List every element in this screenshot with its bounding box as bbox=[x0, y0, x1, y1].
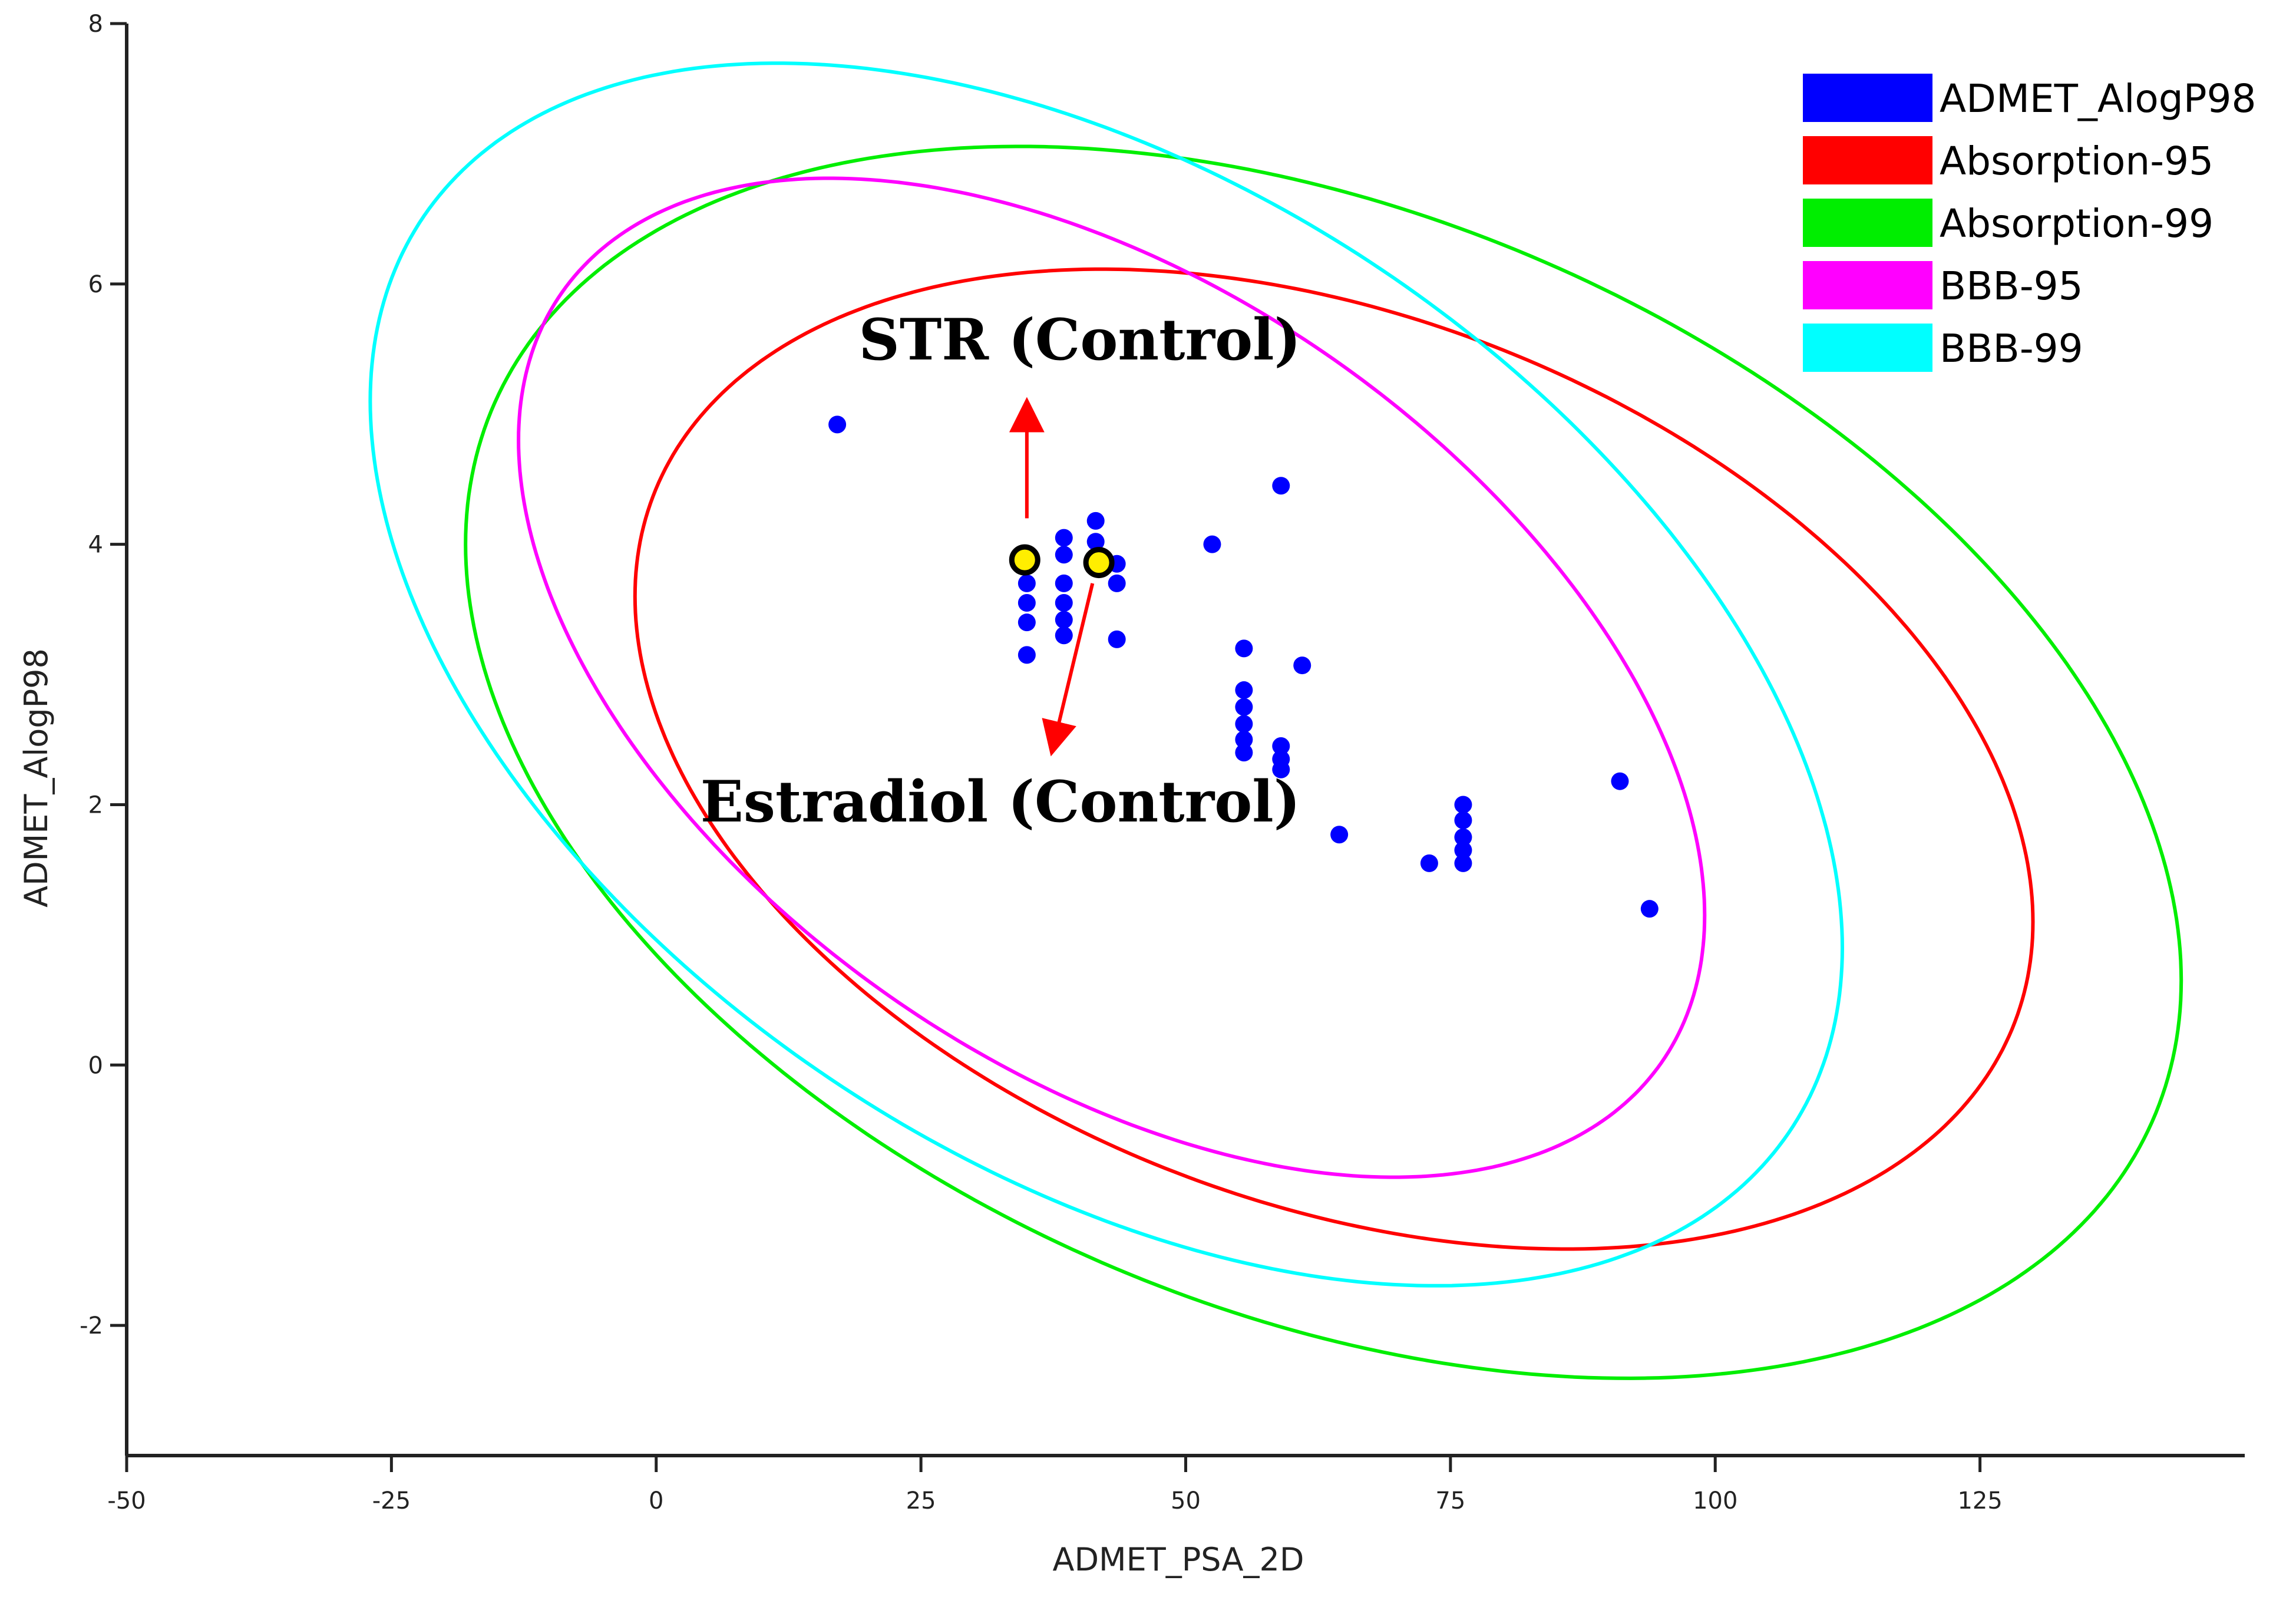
legend-label: ADMET_AlogP98 bbox=[1940, 76, 2256, 121]
data-point bbox=[1055, 611, 1073, 629]
data-point bbox=[1293, 656, 1311, 675]
data-point bbox=[1454, 828, 1472, 846]
ellipse-bbb-95 bbox=[517, 176, 1707, 1179]
data-point bbox=[1640, 900, 1659, 918]
legend-swatch bbox=[1803, 261, 1932, 309]
control-point bbox=[1009, 544, 1040, 576]
data-point bbox=[1272, 477, 1290, 495]
x-tick-label: 100 bbox=[1693, 1487, 1737, 1514]
data-point bbox=[1017, 574, 1036, 592]
data-point bbox=[1086, 512, 1105, 530]
x-tick-label: -50 bbox=[107, 1487, 146, 1514]
y-axis-title: ADMET_AlogP98 bbox=[18, 648, 55, 908]
data-point bbox=[1235, 698, 1253, 716]
data-point bbox=[1272, 760, 1290, 778]
x-tick-label: 25 bbox=[906, 1487, 936, 1514]
data-point bbox=[1017, 594, 1036, 612]
data-point bbox=[1235, 715, 1253, 733]
data-points bbox=[828, 415, 1659, 918]
data-point bbox=[1454, 841, 1472, 859]
annotation-label: STR (Control) bbox=[859, 306, 1301, 373]
data-point bbox=[1330, 826, 1349, 844]
legend-label: Absorption-95 bbox=[1940, 138, 2214, 184]
ellipse-bbb-99 bbox=[368, 61, 1845, 1288]
data-point bbox=[1235, 681, 1253, 699]
x-tick-label: 0 bbox=[649, 1487, 663, 1514]
data-point bbox=[1017, 646, 1036, 664]
legend-swatch bbox=[1803, 199, 1932, 247]
x-tick-label: 125 bbox=[1957, 1487, 2002, 1514]
annotation-arrow bbox=[1042, 583, 1095, 757]
data-point bbox=[1108, 574, 1126, 592]
data-point bbox=[1108, 630, 1126, 648]
data-point bbox=[1055, 594, 1073, 612]
x-tick-label: 75 bbox=[1435, 1487, 1465, 1514]
data-point bbox=[1017, 613, 1036, 632]
legend-label: Absorption-99 bbox=[1940, 201, 2214, 246]
legend: ADMET_AlogP98 Absorption-95 Absorption-99 B… bbox=[1803, 74, 2256, 372]
data-point bbox=[1272, 737, 1290, 755]
y-tick-label: -2 bbox=[80, 1312, 103, 1339]
control-points bbox=[1009, 544, 1115, 579]
ellipse-absorption-99 bbox=[464, 144, 2183, 1380]
y-axis-ticks: -2 0 2 4 6 8 bbox=[80, 11, 127, 1339]
annotations: STR (Control) Estradiol (Control) bbox=[701, 306, 1301, 835]
y-tick-label: 2 bbox=[88, 791, 103, 819]
annotation-label: Estradiol (Control) bbox=[701, 768, 1300, 835]
data-point bbox=[1086, 533, 1105, 551]
data-point bbox=[828, 415, 847, 434]
ellipse-absorption-95 bbox=[633, 267, 2035, 1251]
legend-swatch bbox=[1803, 136, 1932, 184]
data-point bbox=[1420, 854, 1438, 872]
legend-label: BBB-99 bbox=[1940, 326, 2083, 371]
data-point bbox=[1454, 796, 1472, 814]
x-tick-label: 50 bbox=[1171, 1487, 1201, 1514]
y-tick-label: 8 bbox=[88, 11, 103, 38]
data-point bbox=[1611, 772, 1629, 790]
y-tick-label: 6 bbox=[88, 271, 103, 298]
x-tick-label: -25 bbox=[372, 1487, 411, 1514]
data-point bbox=[1055, 626, 1073, 645]
data-point bbox=[1055, 546, 1073, 564]
legend-swatch bbox=[1803, 324, 1932, 372]
legend-swatch bbox=[1803, 74, 1932, 122]
data-point bbox=[1203, 535, 1221, 553]
data-point bbox=[1235, 639, 1253, 658]
legend-label: BBB-95 bbox=[1940, 263, 2083, 309]
data-point bbox=[1235, 744, 1253, 762]
y-tick-label: 4 bbox=[88, 532, 103, 559]
x-axis-title: ADMET_PSA_2D bbox=[1053, 1541, 1304, 1578]
data-point bbox=[1055, 574, 1073, 592]
data-point bbox=[1454, 854, 1472, 872]
control-point bbox=[1083, 547, 1115, 579]
data-point bbox=[1454, 811, 1472, 829]
x-axis-ticks: -50 -25 0 25 50 75 100 125 bbox=[107, 1456, 2003, 1514]
data-point bbox=[1055, 529, 1073, 547]
y-tick-label: 0 bbox=[88, 1052, 103, 1079]
confidence-ellipses bbox=[368, 61, 2183, 1380]
data-point bbox=[1235, 731, 1253, 748]
